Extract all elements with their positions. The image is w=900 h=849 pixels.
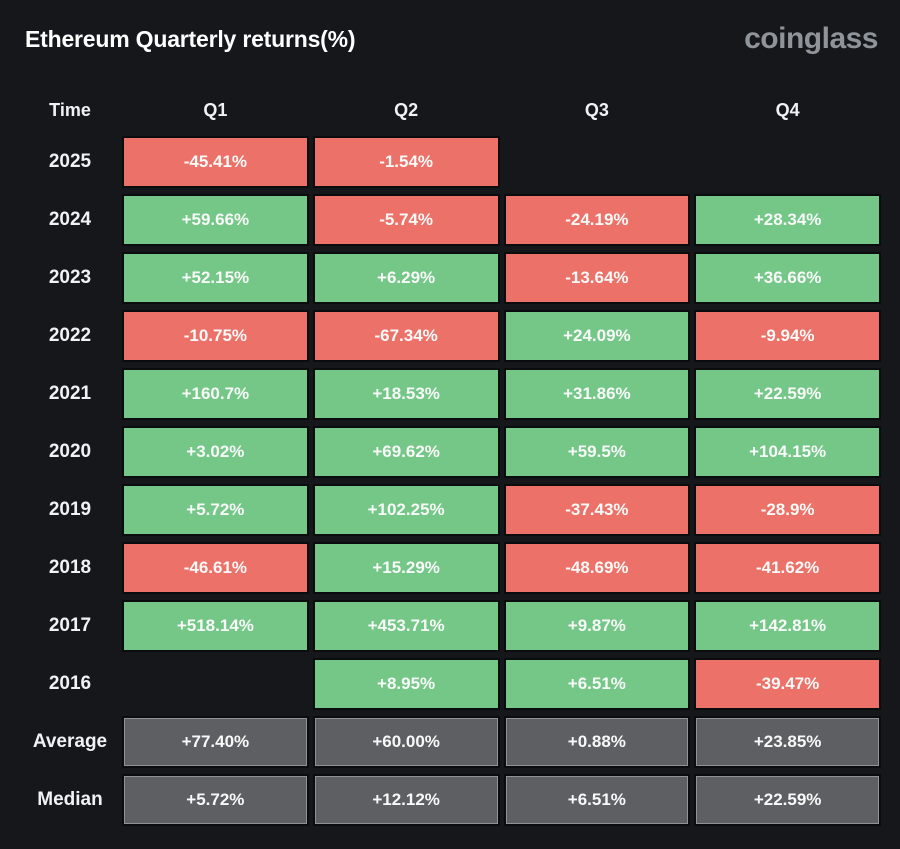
row-label-2016: 2016 [48,673,92,694]
cell-median-q2: +12.12% [312,774,500,826]
cell-median-q1: +5.72% [122,774,309,826]
cell-2022-q2: -67.34% [312,310,500,362]
cell-2016-q3: +6.51% [503,658,691,710]
column-header-q2: Q2 [394,99,419,120]
cell-2023-q1: +52.15% [122,252,309,304]
cell-2016-q2: +8.95% [312,658,500,710]
cell-2020-q2: +69.62% [312,426,500,478]
quarterly-returns-table: Time Q1 Q2 Q3 Q4 2025 -45.41% -1.54% 2024 +59.66%… [0,90,881,826]
cell-2025-q3-empty [504,136,691,188]
cell-2024-q1: +59.66% [122,194,309,246]
row-label-2023: 2023 [48,267,92,288]
row-label-average: Average [32,731,108,752]
cell-2018-q4: -41.62% [694,542,881,594]
cell-2017-q4: +142.81% [694,600,881,652]
cell-2019-q1: +5.72% [122,484,309,536]
coinglass-logo: coinglass [744,22,878,55]
row-label-2018: 2018 [48,557,92,578]
cell-2019-q4: -28.9% [694,484,881,536]
cell-2023-q2: +6.29% [312,252,500,304]
row-label-2017: 2017 [48,615,92,636]
cell-2023-q4: +36.66% [694,252,881,304]
row-label-median: Median [37,789,103,810]
cell-average-q4: +23.85% [694,716,881,768]
cell-2018-q1: -46.61% [122,542,309,594]
ethereum-quarterly-returns-page: Ethereum Quarterly returns(%) coinglass … [0,0,900,826]
cell-2019-q2: +102.25% [312,484,500,536]
row-label-2019: 2019 [48,499,92,520]
cell-2022-q1: -10.75% [122,310,309,362]
cell-2020-q4: +104.15% [694,426,881,478]
page-header: Ethereum Quarterly returns(%) coinglass [0,0,900,56]
cell-2021-q3: +31.86% [503,368,691,420]
cell-2022-q4: -9.94% [694,310,881,362]
cell-average-q3: +0.88% [503,716,691,768]
cell-median-q4: +22.59% [694,774,881,826]
cell-2021-q4: +22.59% [694,368,881,420]
cell-average-q1: +77.40% [122,716,309,768]
row-label-2025: 2025 [48,151,92,172]
row-label-2020: 2020 [48,441,92,462]
cell-2023-q3: -13.64% [503,252,691,304]
cell-2017-q3: +9.87% [503,600,691,652]
cell-2016-q1-empty [122,658,309,710]
cell-median-q3: +6.51% [503,774,691,826]
column-header-q4: Q4 [775,99,800,120]
cell-2022-q3: +24.09% [503,310,691,362]
row-label-2022: 2022 [48,325,92,346]
cell-2020-q1: +3.02% [122,426,309,478]
row-label-2021: 2021 [48,383,92,404]
cell-2024-q4: +28.34% [694,194,881,246]
cell-2021-q1: +160.7% [122,368,309,420]
cell-average-q2: +60.00% [312,716,500,768]
row-label-2024: 2024 [48,209,92,230]
cell-2024-q3: -24.19% [503,194,691,246]
cell-2025-q1: -45.41% [122,136,309,188]
page-title: Ethereum Quarterly returns(%) [25,25,356,52]
column-header-time: Time [49,99,91,120]
cell-2020-q3: +59.5% [503,426,691,478]
column-header-q1: Q1 [203,99,228,120]
cell-2016-q4: -39.47% [694,658,881,710]
cell-2018-q2: +15.29% [312,542,500,594]
cell-2017-q2: +453.71% [312,600,500,652]
cell-2019-q3: -37.43% [503,484,691,536]
cell-2025-q4-empty [694,136,881,188]
cell-2024-q2: -5.74% [312,194,500,246]
cell-2018-q3: -48.69% [503,542,691,594]
column-header-q3: Q3 [584,99,609,120]
cell-2025-q2: -1.54% [312,136,500,188]
cell-2021-q2: +18.53% [312,368,500,420]
cell-2017-q1: +518.14% [122,600,309,652]
